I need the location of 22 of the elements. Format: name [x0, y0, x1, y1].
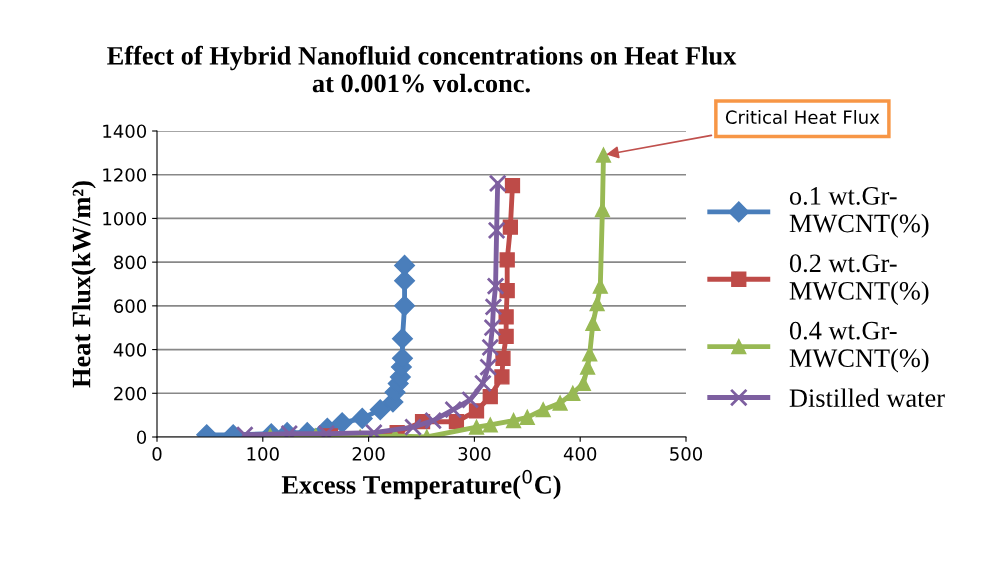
x-axis-title: Excess Temperature($^{0}$C) — [281, 469, 561, 500]
y-axis-title: Heat Flux(kW/m²) — [71, 181, 96, 388]
x-tick-label: 500 — [670, 447, 703, 461]
legend-label: 0.4 wt.Gr- MWCNT(%) — [789, 321, 929, 373]
legend-label: Distilled water — [789, 388, 945, 408]
chart-title: Effect of Hybrid Nanofluid concentrations on Heat Flux at 0.001% vol.conc. — [107, 45, 737, 93]
y-tick-label: 400 — [113, 343, 147, 357]
x-tick-label: 400 — [563, 447, 597, 461]
x-tick-label: 0 — [152, 447, 162, 461]
x-tick-label: 200 — [352, 447, 385, 461]
x-tick-label: 300 — [458, 447, 491, 461]
y-tick-label: 1000 — [103, 211, 147, 226]
legend-label: o.1 wt.Gr- MWCNT(%) — [789, 187, 929, 238]
annotation: Critical Heat Flux — [725, 110, 880, 124]
y-tick-label: 800 — [114, 255, 147, 270]
y-tick-label: 1200 — [103, 168, 147, 182]
x-tick-label: 100 — [247, 447, 279, 461]
y-tick-label: 0 — [136, 430, 147, 445]
y-tick-label: 200 — [114, 386, 147, 401]
y-tick-label: 600 — [114, 299, 147, 313]
y-tick-label: 1400 — [103, 124, 147, 139]
legend-label: 0.2 wt.Gr- MWCNT(%) — [789, 254, 929, 306]
